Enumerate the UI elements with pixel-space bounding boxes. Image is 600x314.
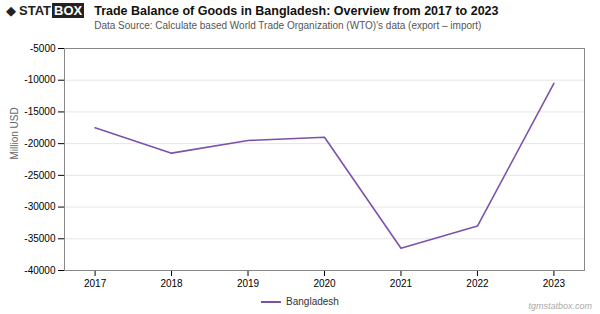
svg-text:-30000: -30000 [24,201,56,212]
svg-text:2020: 2020 [313,278,336,289]
html-text:Data Source: Calculate based W: Data Source: Calculate based World Trade… [94,20,482,31]
svg-text:2021: 2021 [390,278,413,289]
svg-text:2019: 2019 [237,278,260,289]
svg-text:2018: 2018 [160,278,183,289]
html-text:Trade Balance of Goods in Bang: Trade Balance of Goods in Bangladesh: Ov… [94,4,499,18]
svg-text:-20000: -20000 [24,138,56,149]
svg-text:2023: 2023 [543,278,566,289]
svg-text:2017: 2017 [84,278,107,289]
html-text:Bangladesh: Bangladesh [286,296,339,307]
svg-text:-35000: -35000 [24,233,56,244]
svg-text:-15000: -15000 [24,106,56,117]
svg-text:-40000: -40000 [24,265,56,276]
svg-text:-5000: -5000 [30,43,56,54]
svg-text:Million USD: Million USD [9,107,20,159]
svg-text:-25000: -25000 [24,170,56,181]
svg-text:2022: 2022 [466,278,489,289]
svg-text:-10000: -10000 [24,74,56,85]
html-text:tgmstatbox.com: tgmstatbox.com [528,301,592,311]
html-text:◆ STAT BOX: ◆ STAT BOX [6,3,83,18]
